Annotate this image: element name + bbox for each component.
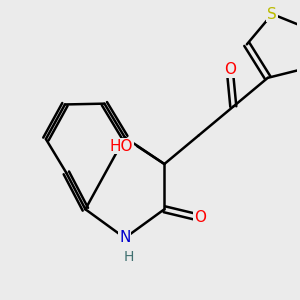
Text: O: O [194, 210, 206, 225]
Text: O: O [224, 62, 236, 77]
Text: N: N [119, 230, 130, 245]
Text: H: H [124, 250, 134, 264]
Text: HO: HO [110, 139, 134, 154]
Text: S: S [267, 7, 277, 22]
